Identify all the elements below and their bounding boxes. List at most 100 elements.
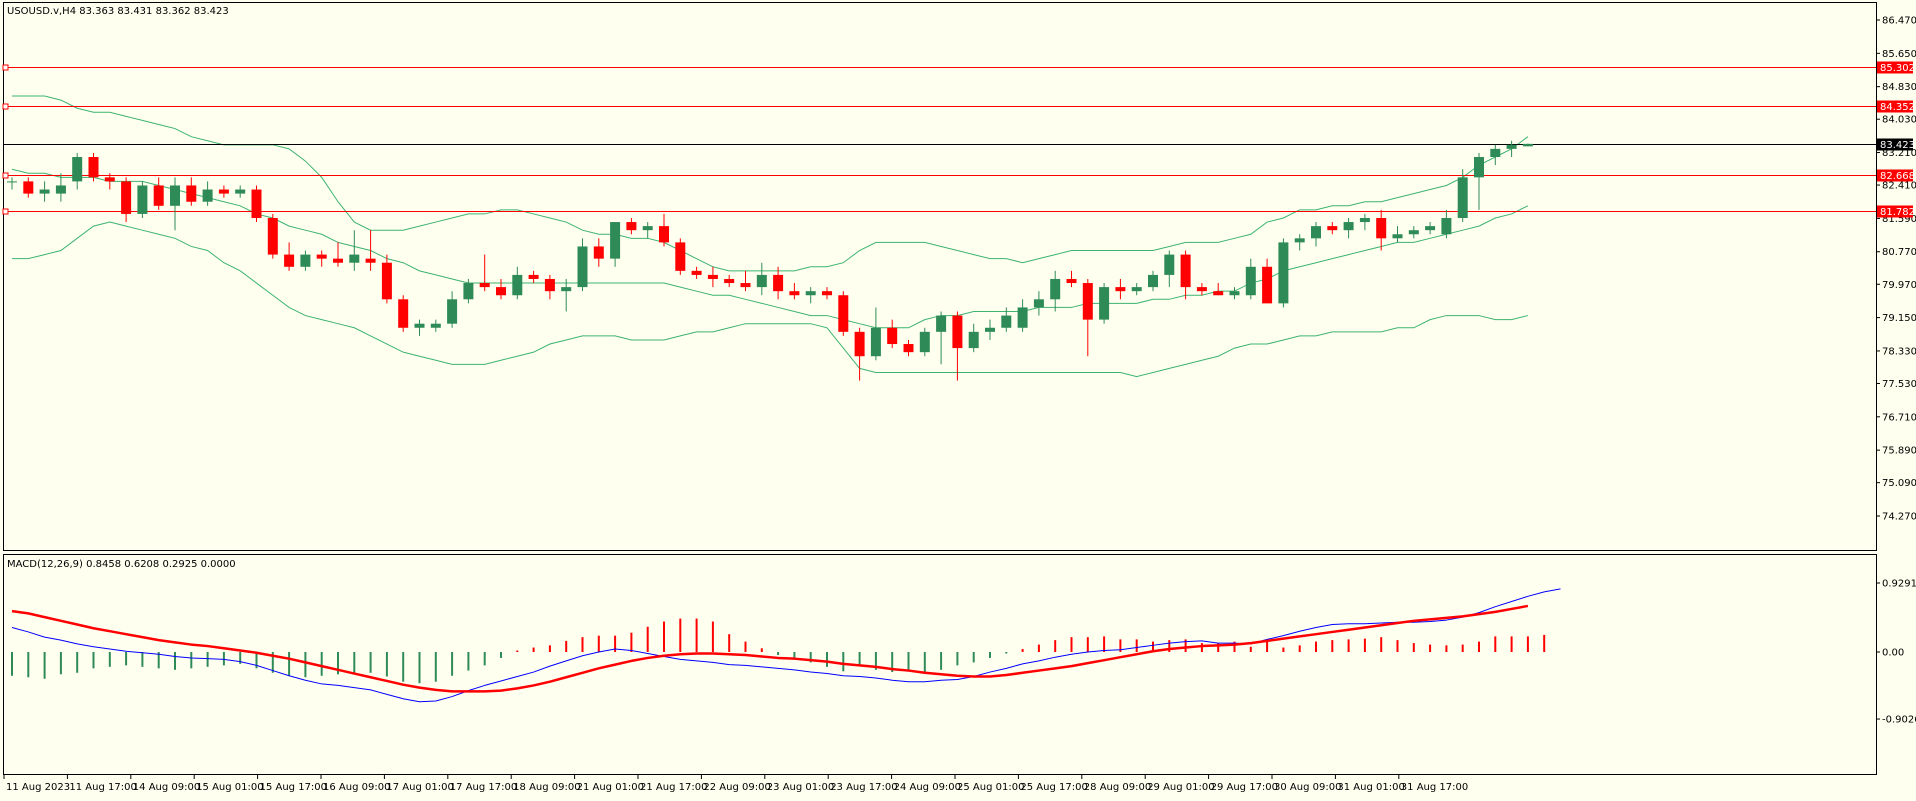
- bollinger-middle-line: [11, 168, 1529, 329]
- candle-bull: [1229, 291, 1240, 296]
- candle-bull: [577, 246, 588, 288]
- time-tick-label: 15 Aug 01:00: [196, 782, 263, 793]
- level-price-tag: [1877, 205, 1913, 218]
- candle-bull: [235, 189, 246, 194]
- macd-tick-label: -0.9026: [1882, 715, 1916, 726]
- macd-axis: 0.9291 0.00 -0.9026: [1876, 579, 1916, 726]
- candle-bear: [903, 344, 914, 353]
- candle-bull: [805, 291, 816, 296]
- candle-bull: [170, 185, 180, 206]
- time-tick-label: 25 Aug 17:00: [1020, 782, 1087, 793]
- candle-bull: [1408, 230, 1419, 235]
- time-tick-label: 23 Aug 01:00: [767, 782, 834, 793]
- time-tick-label: 22 Aug 09:00: [703, 782, 770, 793]
- candle-bear: [496, 287, 506, 296]
- current-price-label: 83.423: [1880, 140, 1915, 151]
- candle-bull: [756, 274, 767, 288]
- candle-bear: [854, 331, 865, 357]
- price-tick-label: 81.590: [1882, 214, 1916, 225]
- candle-bear: [1327, 226, 1338, 231]
- macd-panel-header: MACD(12,26,9) 0.8458 0.6208 0.2925 0.000…: [7, 559, 236, 570]
- price-tick-label: 79.970: [1882, 280, 1916, 291]
- candle-bear: [838, 295, 849, 332]
- candle-bear: [659, 226, 669, 243]
- candle-bear: [23, 181, 34, 194]
- candle-bear: [952, 315, 963, 349]
- level-handle: [2, 64, 9, 71]
- candle-bear: [1376, 217, 1387, 239]
- macd-panel-frame: [3, 554, 1877, 775]
- candle-bear: [887, 327, 898, 345]
- candle-bear: [740, 283, 751, 288]
- candle-bear: [381, 262, 392, 300]
- candle-bear: [691, 270, 702, 275]
- time-tick-label: 31 Aug 17:00: [1401, 782, 1468, 793]
- candle-bull: [7, 181, 17, 183]
- candle-bull: [1099, 287, 1110, 320]
- candle-bear: [398, 299, 409, 328]
- candle-bull: [610, 222, 621, 259]
- candle-bear: [1180, 254, 1191, 288]
- candle-bull: [1359, 217, 1370, 223]
- candle-bear: [121, 181, 132, 214]
- candle-bear: [186, 185, 197, 202]
- candle-bear: [1082, 283, 1093, 320]
- candle-bull: [561, 287, 572, 292]
- candle-bear: [88, 157, 99, 178]
- candle-bull: [1457, 177, 1468, 218]
- candle-bull: [39, 189, 50, 194]
- candle-bull: [870, 327, 881, 357]
- price-axis: 86.470 85.650 84.830 84.030 83.210 82.410 81.5…: [1876, 16, 1916, 523]
- candle-bull: [1148, 274, 1158, 288]
- candle-bull: [414, 323, 425, 328]
- candle-bull: [1392, 234, 1403, 239]
- candle-bull: [349, 254, 360, 263]
- price-tick-label: 75.890: [1882, 446, 1916, 457]
- price-tick-label: 80.770: [1882, 247, 1916, 258]
- candle-bear: [724, 278, 735, 284]
- candle-bull: [463, 283, 474, 300]
- price-tick-label: 74.270: [1882, 512, 1916, 523]
- candle-bear: [153, 185, 164, 206]
- price-tick-label: 86.470: [1882, 16, 1916, 27]
- candle-bull: [985, 327, 995, 332]
- candle-bull: [936, 315, 947, 332]
- price-tick-label: 77.530: [1882, 379, 1916, 390]
- price-tick-label: 82.410: [1882, 181, 1916, 192]
- time-tick-label: 29 Aug 01:00: [1147, 782, 1214, 793]
- price-tick-label: 78.330: [1882, 346, 1916, 357]
- candle-bear: [365, 258, 376, 263]
- candle-bull: [72, 157, 83, 182]
- macd-signal-line: [11, 604, 1529, 693]
- time-tick-label: 23 Aug 17:00: [830, 782, 897, 793]
- bollinger-bands: [11, 95, 1529, 378]
- macd-tick-label: 0.9291: [1882, 579, 1916, 590]
- level-handle: [2, 172, 9, 179]
- bollinger-upper-line: [12, 95, 1529, 272]
- candle-bull: [1522, 143, 1533, 147]
- candle-bull: [1164, 254, 1175, 275]
- horizontal-levels[interactable]: 85.302 84.352 82.668 81.782 83.423: [2, 61, 1915, 219]
- time-tick-label: 15 Aug 17:00: [260, 782, 327, 793]
- candle-bull: [642, 226, 653, 231]
- price-tick-label: 76.710: [1882, 412, 1916, 423]
- candles: [7, 140, 1533, 381]
- candle-bull: [1294, 238, 1305, 243]
- candle-bear: [1196, 287, 1207, 292]
- price-tick-label: 84.030: [1882, 115, 1916, 126]
- time-tick-label: 11 Aug 17:00: [69, 782, 136, 793]
- candle-bear: [333, 258, 343, 263]
- candle-bull: [1033, 299, 1044, 308]
- candle-bear: [104, 177, 115, 182]
- candle-bull: [1001, 315, 1012, 328]
- price-panel-frame: [3, 2, 1877, 551]
- time-tick-label: 11 Aug 2023: [6, 782, 70, 793]
- candle-bear: [773, 274, 784, 292]
- level-price-label: 84.352: [1880, 102, 1915, 113]
- level-price-label: 85.302: [1880, 63, 1915, 74]
- candle-bull: [1425, 226, 1436, 231]
- candle-bull: [1131, 287, 1142, 292]
